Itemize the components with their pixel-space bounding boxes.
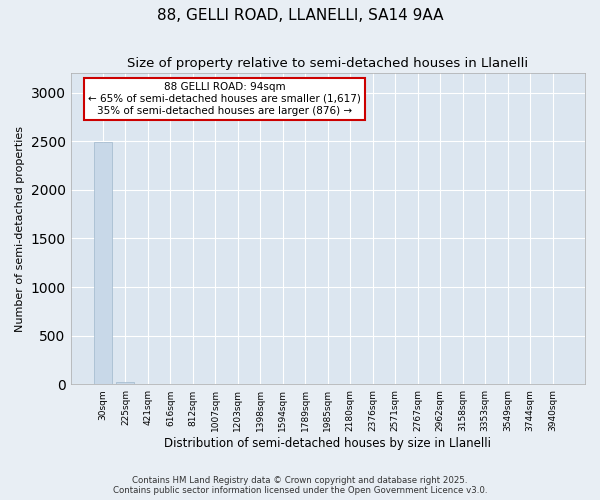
Bar [94,142,112,384]
Text: Contains HM Land Registry data © Crown copyright and database right 2025.
Contai: Contains HM Land Registry data © Crown c… [113,476,487,495]
X-axis label: Distribution of semi-detached houses by size in Llanelli: Distribution of semi-detached houses by … [164,437,491,450]
Y-axis label: Number of semi-detached properties: Number of semi-detached properties [15,126,25,332]
Title: Size of property relative to semi-detached houses in Llanelli: Size of property relative to semi-detach… [127,58,529,70]
Text: 88 GELLI ROAD: 94sqm
← 65% of semi-detached houses are smaller (1,617)
35% of se: 88 GELLI ROAD: 94sqm ← 65% of semi-detac… [88,82,361,116]
Bar [116,382,134,384]
Text: 88, GELLI ROAD, LLANELLI, SA14 9AA: 88, GELLI ROAD, LLANELLI, SA14 9AA [157,8,443,22]
